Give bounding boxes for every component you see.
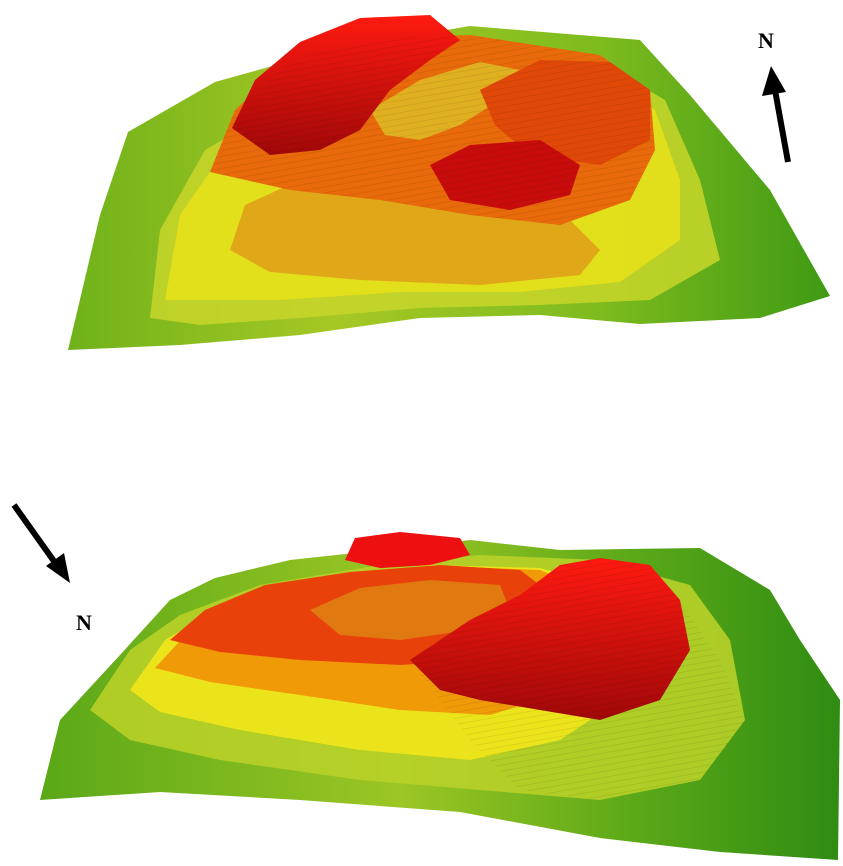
terrain-bottom-summit (345, 532, 470, 568)
north-arrow-icon (762, 66, 791, 163)
terrain-view-bottom (40, 532, 840, 860)
north-arrow-icon (11, 503, 70, 583)
terrain-bottom-shading (410, 558, 745, 800)
north-label-top: N (758, 28, 774, 53)
north-label-bottom: N (76, 610, 92, 635)
terrain-view-top (68, 15, 830, 350)
terrain-bottom-basin (310, 580, 510, 640)
terrain-top-shading (210, 35, 655, 225)
